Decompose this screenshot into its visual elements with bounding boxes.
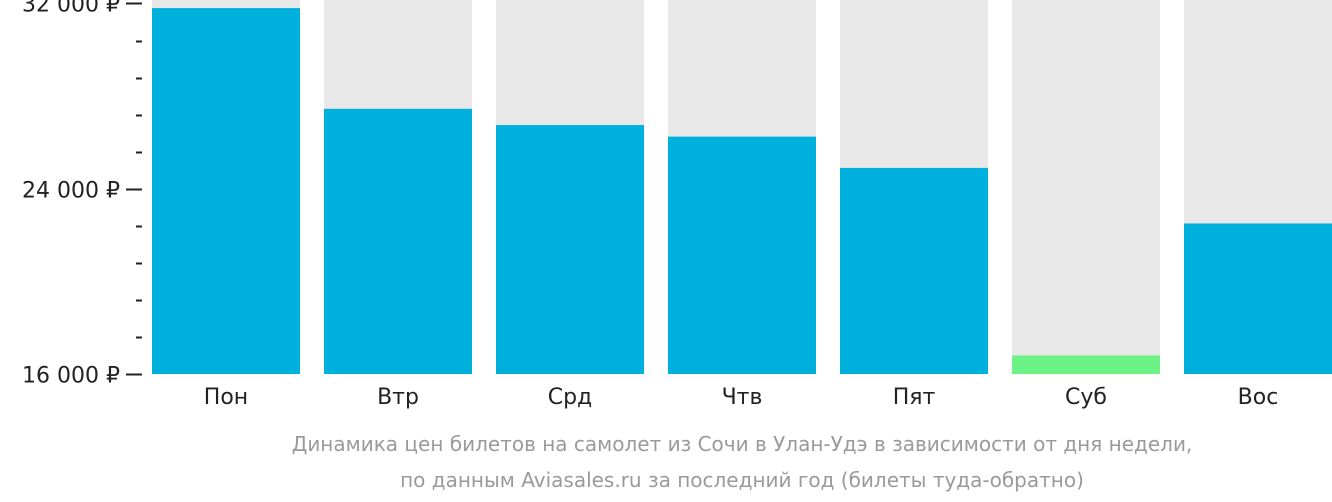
x-axis: Пон Втр Срд Чтв Пят Суб Вос (204, 385, 1279, 410)
bar (152, 8, 300, 375)
chart-caption-line-1: Динамика цен билетов на самолет из Сочи … (291, 432, 1193, 456)
x-tick-label: Втр (377, 385, 419, 410)
x-tick-label: Чтв (722, 385, 763, 410)
bars (152, 8, 1332, 375)
bar-track (1012, 0, 1160, 374)
bar (1012, 355, 1160, 374)
bar (496, 125, 644, 374)
bar (840, 167, 988, 374)
chart-caption-line-2: по данным Aviasales.ru за последний год … (400, 468, 1084, 492)
x-tick-label: Срд (548, 385, 593, 410)
y-tick-label: 24 000 ₽ (22, 179, 120, 204)
price-by-weekday-chart: 32 000 ₽ 24 000 ₽ 16 000 ₽ Пон Втр Срд Чтв Пят… (22, 0, 1332, 410)
x-tick-label: Пон (204, 385, 248, 410)
y-tick-label: 32 000 ₽ (22, 0, 120, 18)
x-tick-label: Вос (1238, 385, 1279, 410)
y-tick-label: 16 000 ₽ (22, 364, 120, 389)
bar (1184, 223, 1332, 374)
x-tick-label: Суб (1065, 385, 1107, 410)
x-tick-label: Пят (893, 385, 936, 410)
bar (668, 136, 816, 374)
y-axis: 32 000 ₽ 24 000 ₽ 16 000 ₽ (22, 0, 142, 389)
bar (324, 108, 472, 374)
